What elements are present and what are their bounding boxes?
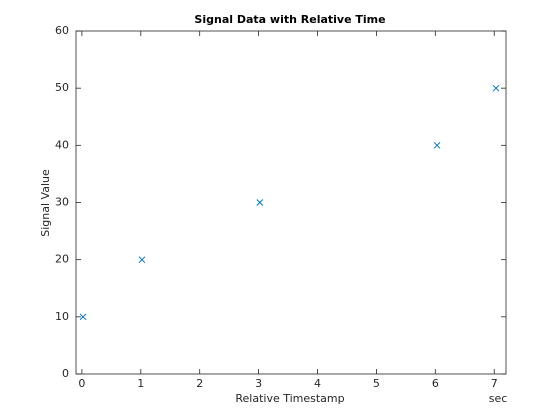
- y-tick-label: 0: [62, 367, 69, 380]
- marker: [256, 199, 264, 206]
- x-tick-label: 1: [137, 377, 144, 390]
- y-axis-label: Signal Value: [39, 169, 52, 237]
- marker: [79, 313, 87, 321]
- x-unit-label: sec: [489, 392, 508, 405]
- x-tick-label: 5: [373, 377, 380, 390]
- marker: [138, 256, 146, 264]
- x-tick-label: 3: [255, 377, 262, 390]
- x-tick-label: 2: [196, 377, 203, 390]
- x-tick-label: 0: [78, 377, 85, 390]
- y-tick-label: 10: [55, 310, 69, 323]
- y-tick-label: 20: [55, 253, 69, 266]
- y-tick-label: 30: [55, 196, 69, 209]
- x-tick-label: 6: [432, 377, 439, 390]
- chart-title: Signal Data with Relative Time: [194, 13, 385, 26]
- y-tick-label: 60: [55, 24, 69, 37]
- y-tick-label: 40: [55, 138, 69, 151]
- marker: [492, 84, 500, 92]
- marker: [433, 141, 441, 149]
- x-tick-label: 4: [314, 377, 321, 390]
- y-tick-label: 50: [55, 81, 69, 94]
- x-axis-label: Relative Timestamp: [235, 392, 344, 405]
- x-tick-label: 7: [491, 377, 498, 390]
